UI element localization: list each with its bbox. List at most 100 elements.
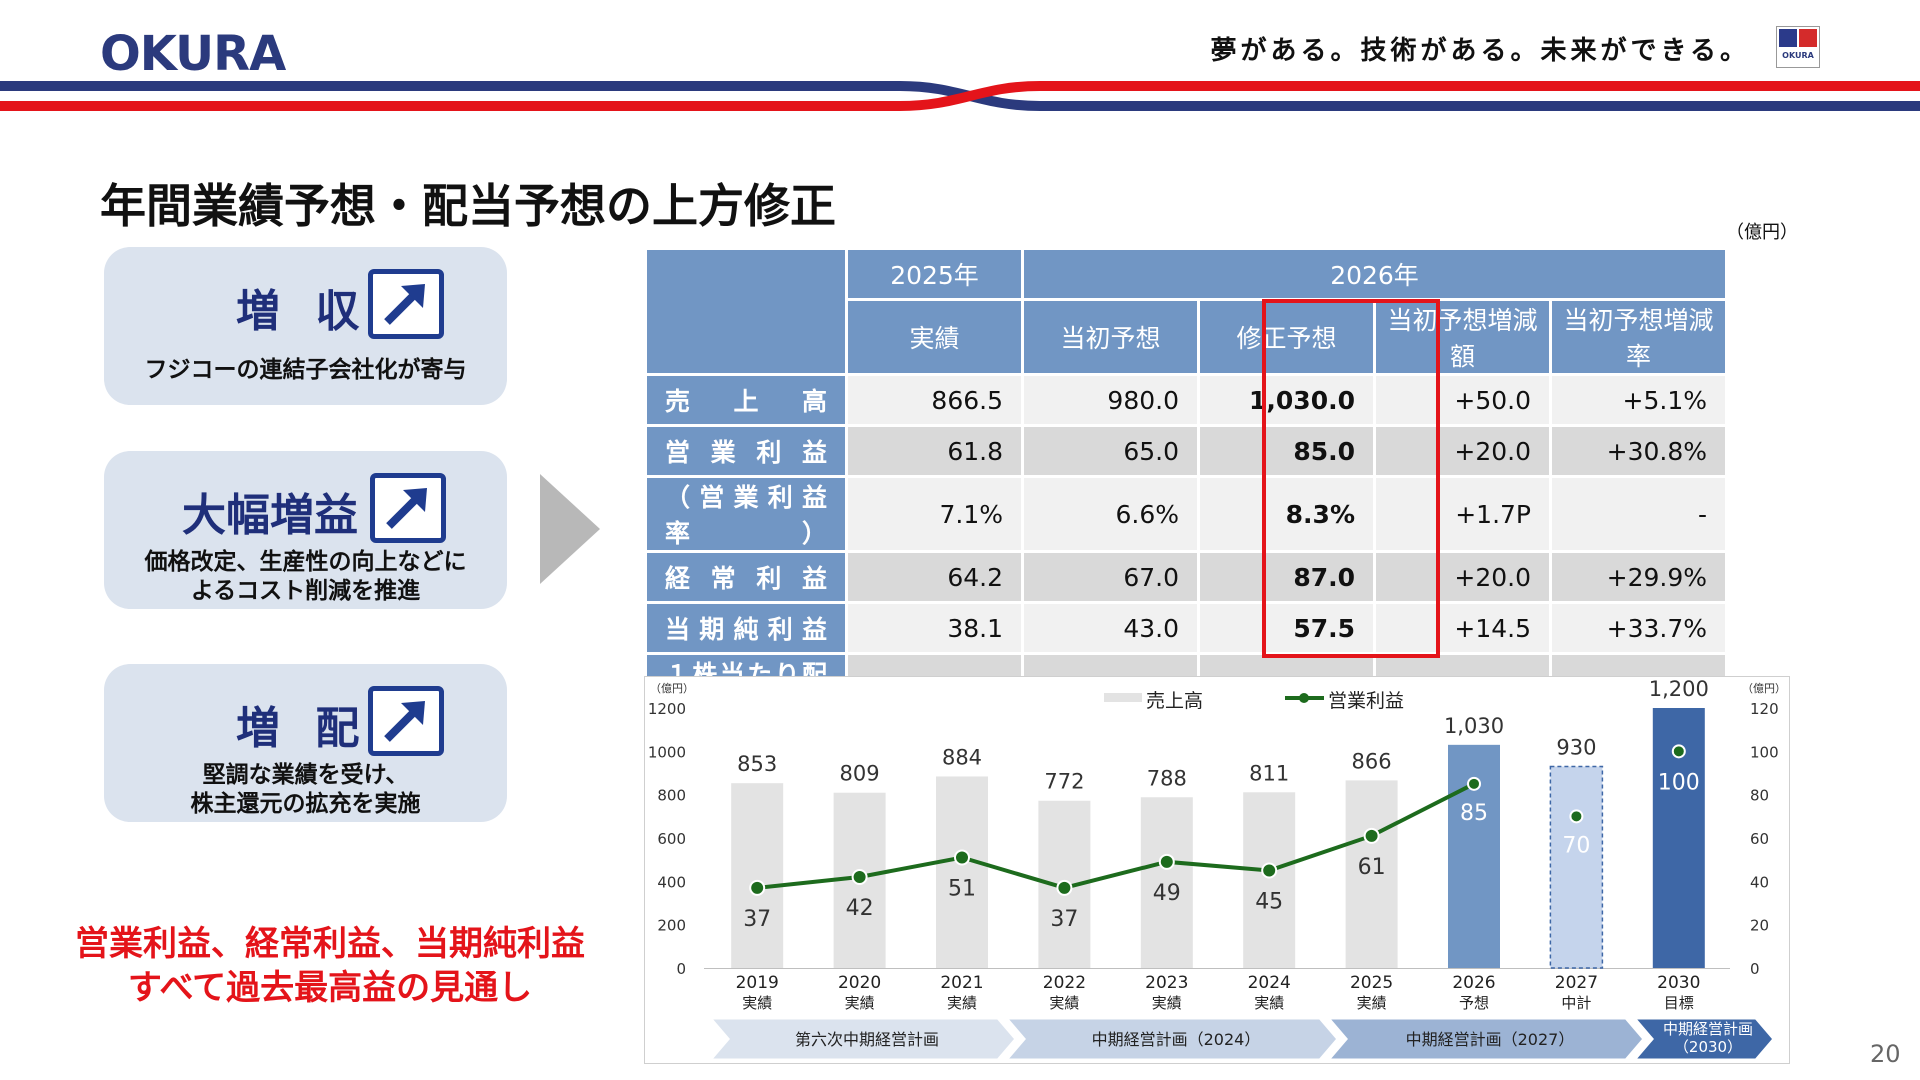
y-left-tick: 0 xyxy=(676,960,686,978)
table-cell: +50.0 xyxy=(1373,373,1552,427)
table-row: 売上高 866.5 980.0 1,030.0 +50.0 +5.1% xyxy=(644,373,1728,427)
x-tick-sublabel: 実績 xyxy=(742,994,772,1012)
sales-bar xyxy=(1243,792,1296,968)
profit-point-label: 45 xyxy=(1255,890,1283,915)
legend-bar-swatch xyxy=(1104,693,1142,702)
conclusion-line: 営業利益、経常利益、当期純利益 xyxy=(75,924,585,964)
arrow-right-icon xyxy=(540,474,600,584)
plan-period-arrow xyxy=(1002,1016,1340,1062)
x-tick-label: 2025 xyxy=(1350,973,1393,993)
table-cell: +30.8% xyxy=(1549,424,1728,478)
x-tick-sublabel: 中計 xyxy=(1561,994,1591,1012)
table-cell: +33.7% xyxy=(1549,601,1728,655)
y-left-tick: 600 xyxy=(657,830,686,848)
profit-point-label: 49 xyxy=(1153,881,1181,906)
card-dividend-increase: 増 配 堅調な業績を受け、 株主還元の拡充を実施 xyxy=(104,664,507,822)
table-cell: 980.0 xyxy=(1021,373,1200,427)
profit-point-label: 70 xyxy=(1562,833,1590,858)
x-tick-sublabel: 実績 xyxy=(1254,994,1284,1012)
plan-period-label: 中期経営計画 xyxy=(1663,1020,1753,1038)
slogan: 夢がある。技術がある。未来ができる。 xyxy=(1210,36,1750,66)
revised-forecast-highlight xyxy=(1262,299,1440,658)
sales-bar-label: 930 xyxy=(1556,736,1596,760)
table-row: 経常利益 64.2 67.0 87.0 +20.0 +29.9% xyxy=(644,550,1728,604)
table-cell: 1,030.0 xyxy=(1197,373,1376,427)
y-right-unit: （億円） xyxy=(1742,682,1786,695)
x-tick-sublabel: 目標 xyxy=(1664,994,1694,1012)
table-cell: +20.0 xyxy=(1373,424,1552,478)
sales-bar xyxy=(1140,797,1193,968)
y-right-tick: 120 xyxy=(1750,700,1779,718)
table-row: 当期純利益 38.1 43.0 57.5 +14.5 +33.7% xyxy=(644,601,1728,655)
y-left-tick: 1000 xyxy=(648,743,686,761)
card-desc-line: 株主還元の拡充を実施 xyxy=(190,791,421,817)
profit-point xyxy=(749,879,766,896)
card-desc-line: フジコーの連結子会社化が寄与 xyxy=(144,357,467,383)
y-left-tick: 400 xyxy=(657,873,686,891)
plan-period-arrow xyxy=(1630,1016,1776,1062)
profit-line xyxy=(756,782,1475,890)
table-cell: 38.1 xyxy=(845,601,1024,655)
legend-bar-label: 売上高 xyxy=(1146,690,1203,712)
profit-point xyxy=(1261,862,1278,879)
x-tick-label: 2023 xyxy=(1145,973,1188,993)
corporate-mark-text: OKURA xyxy=(1782,51,1814,60)
sales-bar-label: 853 xyxy=(737,752,777,776)
x-tick-label: 2020 xyxy=(838,973,881,993)
row-label: 売上高 xyxy=(644,373,848,427)
card-desc-line: よるコスト削減を推進 xyxy=(190,578,421,604)
conclusion-text: 営業利益、経常利益、当期純利益 すべて過去最高益の見通し xyxy=(60,922,600,1010)
profit-point-label: 37 xyxy=(1050,907,1078,932)
y-left-tick: 200 xyxy=(657,917,686,935)
table-corner xyxy=(644,247,848,376)
year-header-2025: 2025年 xyxy=(845,247,1024,301)
corporate-mark: OKURA xyxy=(1776,26,1820,68)
table-cell: 57.5 xyxy=(1197,601,1376,655)
header-stripes xyxy=(0,81,1920,111)
profit-point-label: 61 xyxy=(1358,855,1386,880)
sales-bar xyxy=(936,776,988,968)
x-tick-label: 2022 xyxy=(1043,973,1086,993)
row-label: 経常利益 xyxy=(644,550,848,604)
sub-header: 実績 xyxy=(845,298,1024,376)
table-cell: - xyxy=(1549,475,1728,553)
legend-line-label: 営業利益 xyxy=(1328,690,1404,712)
table-cell: 65.0 xyxy=(1021,424,1200,478)
chart-frame xyxy=(644,676,1790,1064)
sub-header: 当初予想増減額 xyxy=(1373,298,1552,376)
profit-point xyxy=(1363,827,1380,844)
sales-bar-label: 788 xyxy=(1147,766,1187,790)
page-number: 20 xyxy=(1870,1040,1901,1068)
table-cell: 67.0 xyxy=(1021,550,1200,604)
sales-bar-label: 1,030 xyxy=(1444,714,1504,738)
arrow-up-right-icon xyxy=(368,686,444,756)
card-profit-increase: 大幅増益 価格改定、生産性の向上などに よるコスト削減を推進 xyxy=(104,451,507,609)
table-cell: +29.9% xyxy=(1549,550,1728,604)
sub-header: 当初予想増減率 xyxy=(1549,298,1728,376)
row-label: （営業利益率） xyxy=(644,475,848,553)
y-left-unit: （億円） xyxy=(650,682,694,695)
profit-point xyxy=(1158,853,1175,870)
profit-point xyxy=(1569,809,1584,824)
table-cell: +20.0 xyxy=(1373,550,1552,604)
sales-profit-chart: （億円） （億円） 0 200 400 600 800 1000 1200 0 20 40 60 80 10… xyxy=(644,676,1790,1064)
table-cell: 8.3% xyxy=(1197,475,1376,553)
legend-line-marker xyxy=(1299,693,1309,703)
card-desc-line: 価格改定、生産性の向上などに xyxy=(144,549,467,575)
sales-bar-label: 1,200 xyxy=(1649,677,1709,701)
table-cell: +1.7P xyxy=(1373,475,1552,553)
sales-bar-label: 884 xyxy=(942,745,982,769)
x-tick-label: 2026 xyxy=(1452,973,1495,993)
profit-point xyxy=(1056,879,1073,896)
table-cell: 61.8 xyxy=(845,424,1024,478)
card-title: 増 配 xyxy=(236,703,370,754)
plan-period-arrow xyxy=(1324,1016,1646,1062)
sales-bar-label: 809 xyxy=(840,762,880,786)
profit-point-label: 51 xyxy=(948,877,976,902)
profit-point-label: 37 xyxy=(743,907,771,932)
sales-bar xyxy=(1345,780,1398,968)
card-revenue-increase: 増 収 フジコーの連結子会社化が寄与 xyxy=(104,247,507,405)
card-title: 増 収 xyxy=(236,286,370,337)
profit-point-label: 100 xyxy=(1658,770,1700,795)
unit-label: （億円） xyxy=(1726,222,1798,243)
